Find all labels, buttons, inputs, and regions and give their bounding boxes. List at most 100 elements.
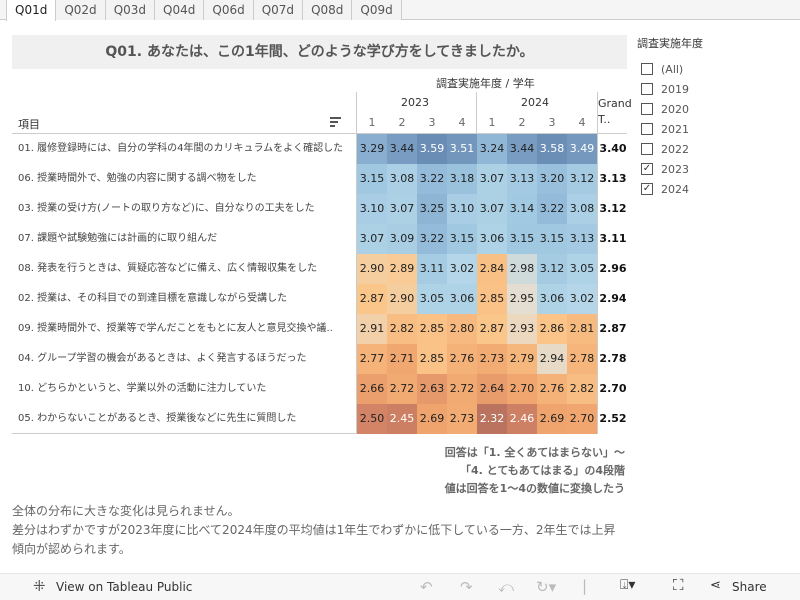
- checkbox[interactable]: [641, 123, 653, 135]
- heatmap-cell[interactable]: 2.94: [537, 344, 567, 374]
- heatmap-cell[interactable]: 3.07: [477, 194, 507, 224]
- filter-item[interactable]: ✓ 2023: [637, 159, 703, 179]
- heatmap-cell[interactable]: 2.85: [477, 284, 507, 314]
- share-button[interactable]: Share: [732, 580, 767, 594]
- heatmap-cell[interactable]: 3.07: [387, 194, 417, 224]
- heatmap-cell[interactable]: 2.76: [537, 374, 567, 404]
- view-on-tableau-link[interactable]: View on Tableau Public: [56, 580, 193, 594]
- heatmap-cell[interactable]: 2.85: [417, 314, 447, 344]
- heatmap-cell[interactable]: 2.95: [507, 284, 537, 314]
- heatmap-cell[interactable]: 3.09: [387, 224, 417, 254]
- heatmap-cell[interactable]: 3.05: [567, 254, 597, 284]
- undo-icon[interactable]: ↶: [420, 578, 433, 596]
- heatmap-cell[interactable]: 2.80: [447, 314, 477, 344]
- heatmap-cell[interactable]: 2.76: [447, 344, 477, 374]
- filter-item[interactable]: ✓ 2024: [637, 179, 703, 199]
- heatmap-cell[interactable]: 3.07: [357, 224, 387, 254]
- heatmap-cell[interactable]: 3.07: [477, 164, 507, 194]
- heatmap-cell[interactable]: 3.06: [477, 224, 507, 254]
- heatmap-cell[interactable]: 2.69: [537, 404, 567, 434]
- heatmap-cell[interactable]: 3.08: [387, 164, 417, 194]
- sort-icon[interactable]: [330, 117, 341, 127]
- heatmap-cell[interactable]: 3.14: [507, 194, 537, 224]
- heatmap-cell[interactable]: 3.11: [417, 254, 447, 284]
- heatmap-cell[interactable]: 2.82: [387, 314, 417, 344]
- heatmap-cell[interactable]: 2.90: [357, 254, 387, 284]
- heatmap-cell[interactable]: 3.20: [537, 164, 567, 194]
- checkbox[interactable]: [641, 143, 653, 155]
- heatmap-cell[interactable]: 3.12: [537, 254, 567, 284]
- heatmap-cell[interactable]: 2.79: [507, 344, 537, 374]
- heatmap-cell[interactable]: 3.06: [537, 284, 567, 314]
- heatmap-cell[interactable]: 3.12: [567, 164, 597, 194]
- filter-item[interactable]: 2021: [637, 119, 703, 139]
- heatmap-cell[interactable]: 2.98: [507, 254, 537, 284]
- heatmap-cell[interactable]: 2.84: [477, 254, 507, 284]
- heatmap-cell[interactable]: 2.87: [477, 314, 507, 344]
- tab-q04d[interactable]: Q04d: [155, 0, 205, 20]
- heatmap-cell[interactable]: 3.51: [447, 134, 477, 164]
- heatmap-cell[interactable]: 2.73: [477, 344, 507, 374]
- heatmap-cell[interactable]: 3.22: [417, 224, 447, 254]
- heatmap-cell[interactable]: 2.90: [387, 284, 417, 314]
- heatmap-cell[interactable]: 3.29: [357, 134, 387, 164]
- heatmap-cell[interactable]: 2.85: [417, 344, 447, 374]
- heatmap-cell[interactable]: 3.24: [477, 134, 507, 164]
- heatmap-cell[interactable]: 2.64: [477, 374, 507, 404]
- heatmap-cell[interactable]: 2.70: [507, 374, 537, 404]
- heatmap-cell[interactable]: 3.02: [447, 254, 477, 284]
- heatmap-cell[interactable]: 2.63: [417, 374, 447, 404]
- heatmap-cell[interactable]: 3.15: [537, 224, 567, 254]
- checkbox[interactable]: ✓: [641, 183, 653, 195]
- checkbox[interactable]: [641, 83, 653, 95]
- heatmap-cell[interactable]: 2.72: [447, 374, 477, 404]
- checkbox[interactable]: [641, 103, 653, 115]
- heatmap-cell[interactable]: 2.71: [387, 344, 417, 374]
- heatmap-cell[interactable]: 3.06: [447, 284, 477, 314]
- heatmap-cell[interactable]: 3.15: [357, 164, 387, 194]
- heatmap-cell[interactable]: 3.02: [567, 284, 597, 314]
- heatmap-cell[interactable]: 2.82: [567, 374, 597, 404]
- heatmap-cell[interactable]: 3.13: [507, 164, 537, 194]
- filter-item[interactable]: (All): [637, 59, 703, 79]
- checkbox[interactable]: [641, 63, 653, 75]
- revert-icon[interactable]: ⤺: [498, 578, 515, 596]
- heatmap-cell[interactable]: 2.70: [567, 404, 597, 434]
- heatmap-cell[interactable]: 3.15: [447, 224, 477, 254]
- tab-q07d[interactable]: Q07d: [253, 0, 304, 20]
- heatmap-cell[interactable]: 2.91: [357, 314, 387, 344]
- heatmap-cell[interactable]: 3.13: [567, 224, 597, 254]
- checkbox[interactable]: ✓: [641, 163, 653, 175]
- tab-q08d[interactable]: Q08d: [303, 0, 353, 20]
- heatmap-cell[interactable]: 3.10: [447, 194, 477, 224]
- heatmap-cell[interactable]: 3.22: [537, 194, 567, 224]
- tab-q02d[interactable]: Q02d: [56, 0, 106, 20]
- heatmap-cell[interactable]: 2.78: [567, 344, 597, 374]
- heatmap-cell[interactable]: 3.44: [507, 134, 537, 164]
- heatmap-cell[interactable]: 3.22: [417, 164, 447, 194]
- heatmap-cell[interactable]: 3.25: [417, 194, 447, 224]
- heatmap-cell[interactable]: 3.15: [507, 224, 537, 254]
- redo-icon[interactable]: ↷: [460, 578, 473, 596]
- heatmap-cell[interactable]: 2.77: [357, 344, 387, 374]
- tab-q06d[interactable]: Q06d: [204, 0, 254, 20]
- tab-q01d[interactable]: Q01d: [6, 0, 57, 21]
- heatmap-cell[interactable]: 2.46: [507, 404, 537, 434]
- heatmap-cell[interactable]: 3.49: [567, 134, 597, 164]
- heatmap-cell[interactable]: 2.66: [357, 374, 387, 404]
- fullscreen-icon[interactable]: ⛶: [673, 576, 684, 594]
- heatmap-cell[interactable]: 2.69: [417, 404, 447, 434]
- heatmap-cell[interactable]: 2.86: [537, 314, 567, 344]
- filter-item[interactable]: 2019: [637, 79, 703, 99]
- heatmap-cell[interactable]: 2.50: [357, 404, 387, 434]
- share-icon[interactable]: ⋖: [710, 578, 721, 593]
- tab-q09d[interactable]: Q09d: [352, 0, 402, 20]
- heatmap-cell[interactable]: 3.44: [387, 134, 417, 164]
- heatmap-cell[interactable]: 3.08: [567, 194, 597, 224]
- heatmap-cell[interactable]: 3.18: [447, 164, 477, 194]
- heatmap-cell[interactable]: 3.59: [417, 134, 447, 164]
- filter-item[interactable]: 2022: [637, 139, 703, 159]
- heatmap-cell[interactable]: 2.87: [357, 284, 387, 314]
- heatmap-cell[interactable]: 2.32: [477, 404, 507, 434]
- heatmap-cell[interactable]: 3.05: [417, 284, 447, 314]
